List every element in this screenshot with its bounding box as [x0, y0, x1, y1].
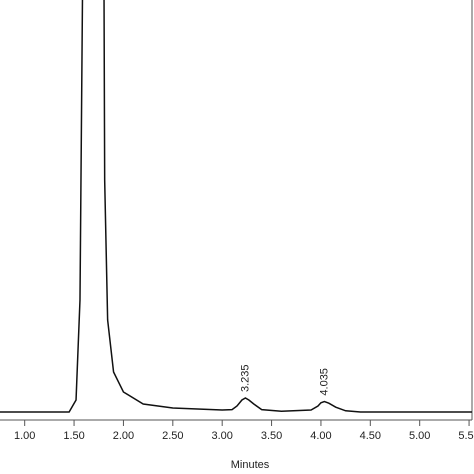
- signal-line: [0, 0, 472, 413]
- peak-label: 4.035: [318, 368, 330, 396]
- x-tick-label: 4.00: [310, 430, 331, 442]
- x-tick-label: 2.00: [113, 430, 134, 442]
- x-tick-label: 5.00: [409, 430, 430, 442]
- x-tick-label: 1.50: [63, 430, 84, 442]
- x-tick-label: 2.50: [162, 430, 183, 442]
- peak-label: 3.235: [239, 364, 251, 392]
- x-axis-label: Minutes: [231, 459, 270, 471]
- x-tick-label: 1.00: [14, 430, 35, 442]
- x-tick-label: 3.00: [211, 430, 232, 442]
- x-tick-label: 4.50: [360, 430, 381, 442]
- x-tick-label: 3.50: [261, 430, 282, 442]
- x-tick-label: 5.50: [458, 430, 474, 442]
